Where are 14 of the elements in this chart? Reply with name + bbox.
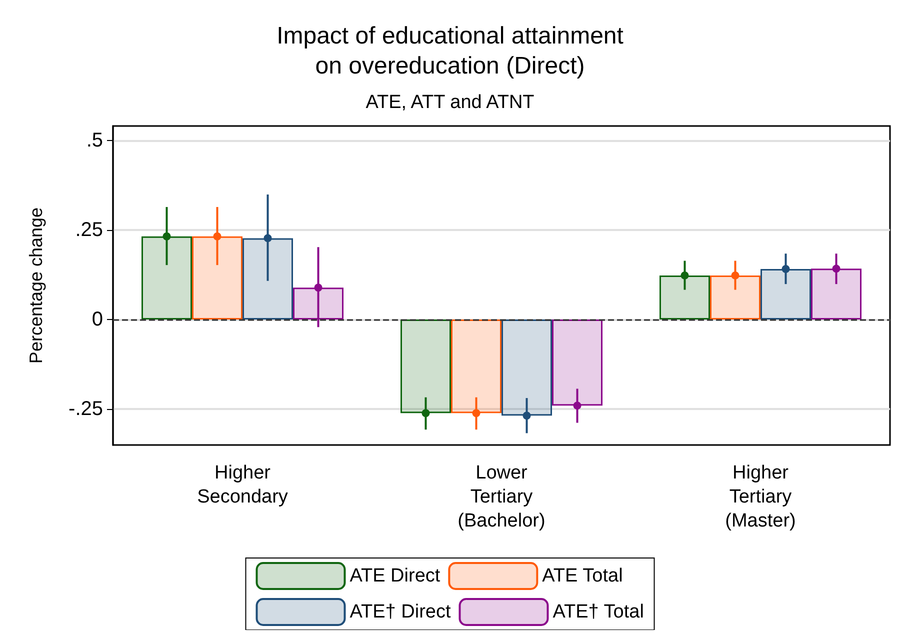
chart-subtitle: ATE, ATT and ATNT: [366, 92, 535, 113]
x-tick-label: Lower Tertiary (Bachelor): [458, 462, 546, 532]
y-tick-label: .25: [75, 218, 103, 241]
y-axis-title: Percentage change: [26, 207, 46, 364]
y-tick-label: .5: [86, 129, 103, 152]
y-tick-label: -.25: [68, 398, 103, 420]
legend-label: ATE Total: [542, 566, 623, 586]
chart-title: Impact of educational attainment on overeducation (Direct): [276, 22, 624, 80]
x-tick-label: Higher Secondary: [197, 462, 288, 508]
legend-label: ATE† Total: [552, 602, 644, 622]
x-tick-label: Higher Tertiary (Master): [725, 462, 796, 532]
legend-label: ATE† Direct: [350, 602, 452, 622]
y-tick-label: 0: [92, 308, 103, 331]
legend-label: ATE Direct: [350, 566, 441, 586]
